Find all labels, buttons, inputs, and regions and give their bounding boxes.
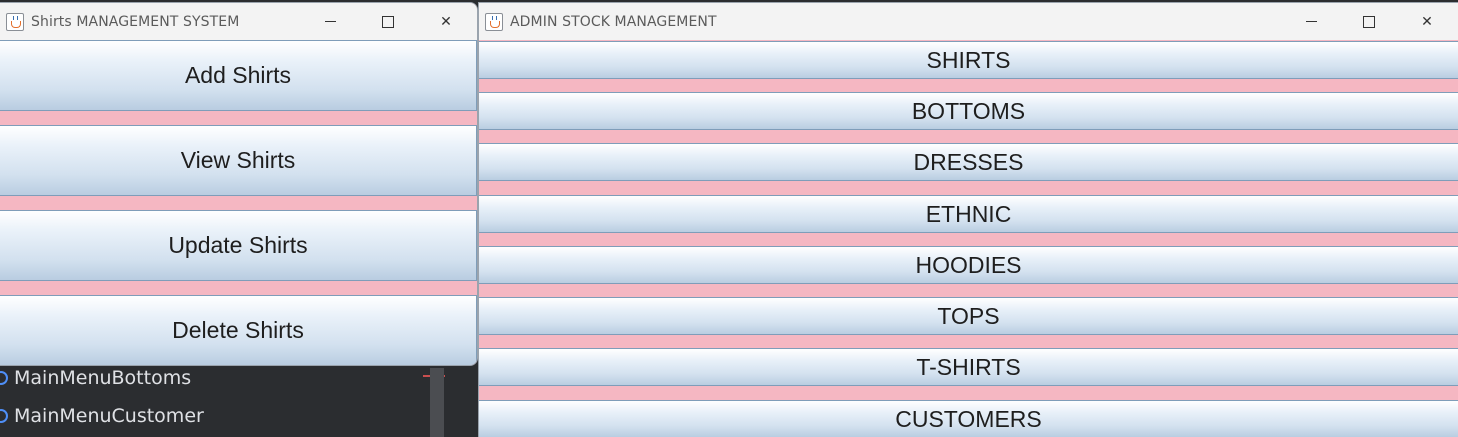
window-title: ADMIN STOCK MANAGEMENT	[510, 13, 717, 30]
java-app-icon	[6, 12, 24, 31]
ide-tree-item-label: MainMenuCustomer	[14, 405, 204, 427]
ide-tree-item[interactable]: MainMenuBottoms	[0, 362, 191, 394]
shirts-management-window: Shirts MANAGEMENT SYSTEM Add Shirts View…	[0, 2, 478, 366]
java-app-icon	[485, 12, 503, 31]
minimize-icon[interactable]	[1282, 3, 1340, 40]
close-icon[interactable]	[1398, 3, 1456, 40]
ide-tree-item-label: MainMenuBottoms	[14, 367, 192, 389]
t-shirts-button[interactable]: T-SHIRTS	[479, 348, 1458, 386]
class-icon	[0, 371, 8, 385]
dresses-button[interactable]: DRESSES	[479, 143, 1458, 181]
tops-button[interactable]: TOPS	[479, 297, 1458, 335]
ide-scrollbar[interactable]	[430, 368, 444, 437]
ide-tree-item[interactable]: MainMenuCustomer	[0, 400, 204, 432]
maximize-icon[interactable]	[1340, 3, 1398, 40]
bottoms-button[interactable]: BOTTOMS	[479, 92, 1458, 130]
minimize-icon[interactable]	[301, 3, 359, 40]
window-title: Shirts MANAGEMENT SYSTEM	[31, 13, 240, 30]
ethnic-button[interactable]: ETHNIC	[479, 195, 1458, 233]
maximize-icon[interactable]	[359, 3, 417, 40]
close-icon[interactable]	[417, 3, 475, 40]
title-bar[interactable]: Shirts MANAGEMENT SYSTEM	[0, 3, 477, 40]
view-shirts-button[interactable]: View Shirts	[0, 125, 477, 196]
hoodies-button[interactable]: HOODIES	[479, 246, 1458, 284]
delete-shirts-button[interactable]: Delete Shirts	[0, 295, 477, 365]
customers-button[interactable]: CUSTOMERS	[479, 400, 1458, 437]
update-shirts-button[interactable]: Update Shirts	[0, 210, 477, 281]
class-icon	[0, 409, 8, 423]
title-bar[interactable]: ADMIN STOCK MANAGEMENT	[479, 3, 1458, 40]
add-shirts-button[interactable]: Add Shirts	[0, 40, 477, 111]
admin-stock-management-window: ADMIN STOCK MANAGEMENT SHIRTS BOTTOMS DR…	[478, 2, 1458, 437]
shirts-button[interactable]: SHIRTS	[479, 41, 1458, 79]
